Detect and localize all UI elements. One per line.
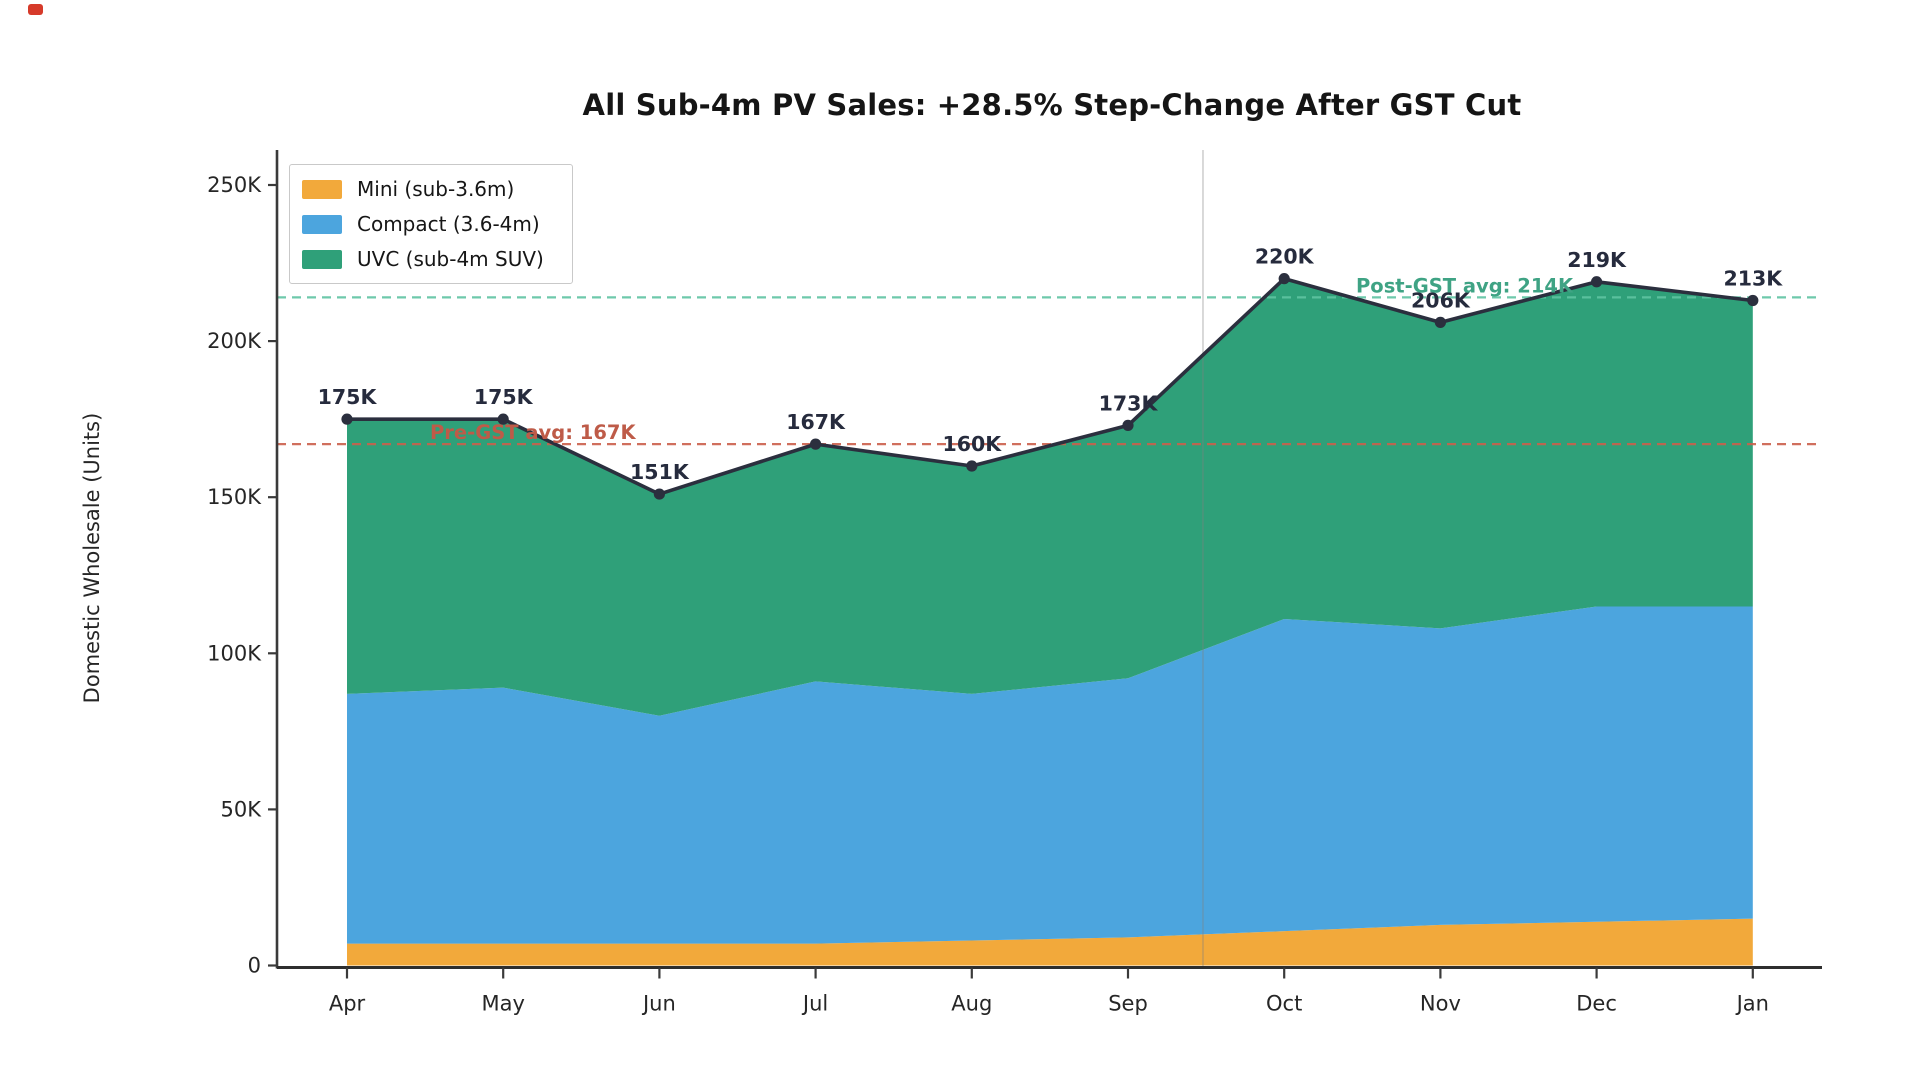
svg-text:Dec: Dec <box>1576 992 1617 1016</box>
legend-label-mini: Mini (sub-3.6m) <box>357 177 515 201</box>
svg-text:Apr: Apr <box>329 992 366 1016</box>
record-dot <box>28 4 43 15</box>
total-line <box>345 276 1755 496</box>
legend-swatch-compact <box>302 214 342 234</box>
svg-text:0: 0 <box>248 954 261 978</box>
data-point-labels: 175K 175K 151K 167K 160K 173K 220K 206K 219K 213K <box>318 245 1784 484</box>
svg-text:175K: 175K <box>474 385 534 409</box>
svg-text:Aug: Aug <box>951 992 992 1016</box>
svg-text:173K: 173K <box>1099 391 1159 415</box>
data-point-markers <box>341 273 1759 500</box>
legend-label-compact: Compact (3.6-4m) <box>357 212 540 236</box>
svg-text:206K: 206K <box>1411 288 1471 312</box>
legend-label-uvc: UVC (sub-4m SUV) <box>357 247 544 271</box>
reference-annotations: Pre-GST avg: 167K Post-GST avg: 214K <box>430 274 1574 444</box>
legend-swatch-uvc <box>302 249 342 269</box>
svg-text:Sep: Sep <box>1108 992 1148 1016</box>
legend-swatch-mini <box>302 179 342 199</box>
svg-text:100K: 100K <box>207 641 262 665</box>
svg-text:220K: 220K <box>1255 245 1315 269</box>
svg-text:Jun: Jun <box>641 992 676 1016</box>
svg-text:219K: 219K <box>1567 248 1627 272</box>
x-tick-labels: Apr May Jun Jul Aug Sep Oct Nov Dec Jan <box>329 992 1769 1016</box>
svg-text:Jan: Jan <box>1735 992 1769 1016</box>
legend: Mini (sub-3.6m) Compact (3.6-4m) UVC (su… <box>289 164 573 284</box>
svg-text:200K: 200K <box>207 329 262 353</box>
svg-text:Nov: Nov <box>1420 992 1461 1016</box>
svg-text:150K: 150K <box>207 485 262 509</box>
svg-text:50K: 50K <box>221 797 263 821</box>
chart-title: All Sub-4m PV Sales: +28.5% Step-Change … <box>582 88 1522 122</box>
axes-spines-ticks <box>268 150 1822 979</box>
stacked-areas <box>347 278 1753 966</box>
svg-text:151K: 151K <box>630 460 690 484</box>
svg-text:213K: 213K <box>1723 267 1783 291</box>
svg-text:Oct: Oct <box>1266 992 1302 1016</box>
svg-text:Pre-GST avg: 167K: Pre-GST avg: 167K <box>430 421 636 444</box>
y-tick-labels: 0 50K 100K 150K 200K 250K <box>207 173 262 978</box>
svg-text:May: May <box>481 992 524 1016</box>
legend-item-mini: Mini (sub-3.6m) <box>302 177 558 201</box>
legend-item-compact: Compact (3.6-4m) <box>302 212 558 236</box>
svg-text:175K: 175K <box>318 385 378 409</box>
svg-text:Jul: Jul <box>801 992 828 1016</box>
legend-item-uvc: UVC (sub-4m SUV) <box>302 247 558 271</box>
svg-text:250K: 250K <box>207 173 262 197</box>
svg-text:160K: 160K <box>942 432 1002 456</box>
svg-text:167K: 167K <box>786 410 846 434</box>
svg-text:Post-GST avg: 214K: Post-GST avg: 214K <box>1356 274 1574 297</box>
